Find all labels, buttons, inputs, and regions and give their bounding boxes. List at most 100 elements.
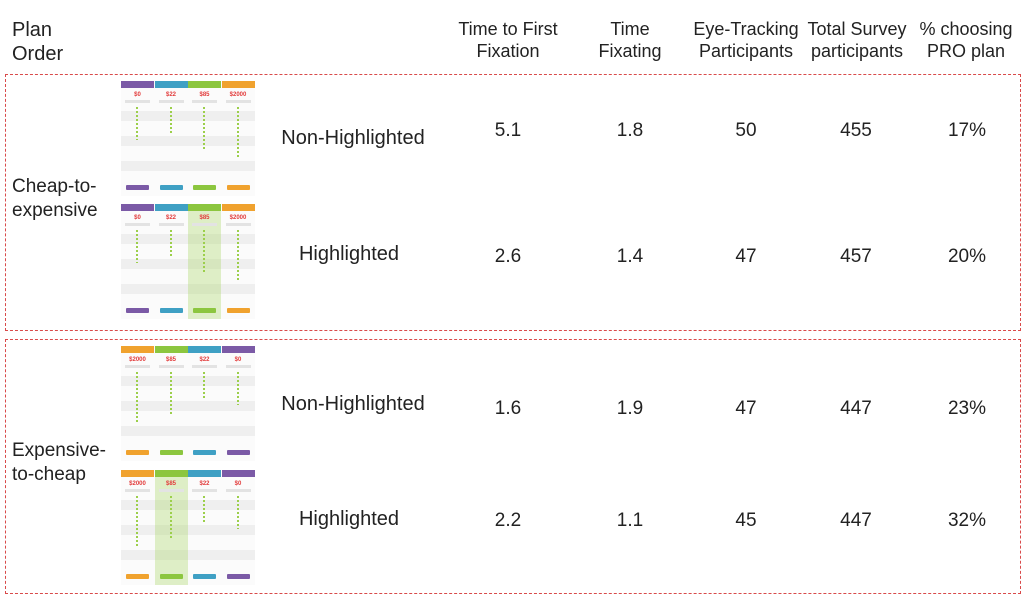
thumbnail-plan-column: $22 xyxy=(188,470,221,585)
thumbnail-price: $22 xyxy=(199,481,210,487)
thumbnail-cta-button xyxy=(126,308,149,313)
thumbnail-plan-column: $0 xyxy=(121,204,154,319)
thumbnail-plan-header xyxy=(154,470,188,477)
thumbnail-plan-header xyxy=(221,346,255,353)
fixating-value: 1.1 xyxy=(616,510,644,531)
thumbnail-row-band xyxy=(121,234,255,244)
fixating-value: 1.4 xyxy=(616,246,644,267)
survey-value: 455 xyxy=(840,120,872,141)
thumbnail-price: $22 xyxy=(199,357,210,363)
thumbnail-plan-column: $85 xyxy=(188,81,221,196)
pct-pro-value: 23% xyxy=(947,398,987,419)
thumbnail-price: $85 xyxy=(165,357,176,363)
pricing-thumbnail-highlighted: $0 $22 $85 $2000 xyxy=(121,204,255,319)
thumbnail-subtitle-line xyxy=(125,489,150,492)
thumbnail-cta-button xyxy=(159,308,183,313)
pricing-thumbnail-non-highlighted: $0 $22 $85 $2000 xyxy=(121,81,255,196)
fixating-value: 1.8 xyxy=(616,120,644,141)
thumbnail-row-band xyxy=(121,161,255,171)
thumbnail-feature-stripe xyxy=(169,496,172,538)
fixating-value: 1.9 xyxy=(616,398,644,419)
survey-value: 447 xyxy=(840,398,872,419)
ttff-value: 1.6 xyxy=(494,398,522,419)
thumbnail-row-band xyxy=(121,550,255,560)
thumbnail-subtitle-line xyxy=(192,100,217,103)
thumbnail-subtitle-line xyxy=(225,100,251,103)
eye-tracking-header: Eye-Tracking Participants xyxy=(693,19,799,61)
thumbnail-plan-header xyxy=(121,81,154,88)
thumbnail-cta-button xyxy=(193,185,216,190)
group-label: Expensive- to-cheap xyxy=(12,440,106,485)
thumbnail-feature-stripe xyxy=(203,372,205,399)
thumbnail-plan-header xyxy=(188,470,221,477)
thumbnail-plan-column: $85 xyxy=(154,470,188,585)
thumbnail-feature-stripe xyxy=(169,372,172,414)
thumbnail-price: $85 xyxy=(199,215,210,221)
thumbnail-feature-stripe xyxy=(203,496,205,523)
thumbnail-feature-stripe xyxy=(136,230,138,263)
thumbnail-row-band xyxy=(121,111,255,121)
thumbnail-plan-column: $22 xyxy=(154,81,188,196)
thumbnail-subtitle-line xyxy=(225,365,251,368)
thumbnail-row-band xyxy=(121,376,255,386)
eye-tracking-value: 45 xyxy=(735,510,757,531)
thumbnail-subtitle-line xyxy=(158,489,184,492)
thumbnail-feature-stripe xyxy=(236,496,239,529)
variant-label: Non-Highlighted xyxy=(281,393,425,415)
time-fixating-header: Time Fixating xyxy=(598,19,662,61)
survey-value: 457 xyxy=(840,246,872,267)
thumbnail-row-band xyxy=(121,259,255,269)
ttff-value: 2.2 xyxy=(494,510,522,531)
group-label: Cheap-to- expensive xyxy=(12,176,98,221)
pct-pro-value: 32% xyxy=(947,510,987,531)
thumbnail-cta-button xyxy=(193,574,216,579)
thumbnail-plan-header xyxy=(221,204,255,211)
thumbnail-plan-header xyxy=(221,470,255,477)
thumbnail-cta-button xyxy=(193,450,216,455)
thumbnail-plan-header xyxy=(154,81,188,88)
thumbnail-plan-column: $85 xyxy=(188,204,221,319)
thumbnail-feature-stripe xyxy=(203,107,205,149)
ttff-value: 5.1 xyxy=(494,120,522,141)
plan-order-header: Plan Order xyxy=(12,19,64,65)
thumbnail-subtitle-line xyxy=(225,223,251,226)
thumbnail-subtitle-line xyxy=(192,365,217,368)
thumbnail-plan-column: $0 xyxy=(221,346,255,461)
thumbnail-price: $85 xyxy=(165,481,176,487)
thumbnail-plan-header xyxy=(221,81,255,88)
thumbnail-subtitle-line xyxy=(158,100,184,103)
thumbnail-plan-header xyxy=(188,81,221,88)
thumbnail-price: $2000 xyxy=(129,357,146,363)
ttff-header: Time to First Fixation xyxy=(458,19,558,61)
pct-pro-header: % choosing PRO plan xyxy=(919,19,1013,61)
pct-pro-value: 17% xyxy=(947,120,987,141)
variant-label: Highlighted xyxy=(298,243,400,265)
thumbnail-feature-stripe xyxy=(169,230,172,257)
group-cheap-to-expensive xyxy=(5,74,1021,331)
thumbnail-feature-stripe xyxy=(236,107,239,158)
thumbnail-subtitle-line xyxy=(125,100,150,103)
thumbnail-row-band xyxy=(121,500,255,510)
thumbnail-cta-button xyxy=(226,308,250,313)
thumbnail-plan-column: $22 xyxy=(154,204,188,319)
thumbnail-plan-header xyxy=(121,204,154,211)
survey-value: 447 xyxy=(840,510,872,531)
thumbnail-plan-header xyxy=(188,346,221,353)
thumbnail-cta-button xyxy=(126,185,149,190)
thumbnail-row-band xyxy=(121,401,255,411)
thumbnail-cta-button xyxy=(126,574,149,579)
thumbnail-price: $22 xyxy=(165,215,176,221)
thumbnail-subtitle-line xyxy=(192,223,217,226)
thumbnail-plan-header xyxy=(154,204,188,211)
thumbnail-subtitle-line xyxy=(158,223,184,226)
eye-tracking-value: 50 xyxy=(735,120,757,141)
thumbnail-cta-button xyxy=(159,450,183,455)
thumbnail-feature-stripe xyxy=(136,496,138,547)
thumbnail-plan-header xyxy=(154,346,188,353)
thumbnail-price: $0 xyxy=(234,357,242,363)
variant-label: Highlighted xyxy=(298,508,400,530)
thumbnail-feature-stripe xyxy=(169,107,172,134)
thumbnail-row-band xyxy=(121,525,255,535)
pricing-thumbnail-non-highlighted: $2000 $85 $22 $0 xyxy=(121,346,255,461)
thumbnail-subtitle-line xyxy=(125,223,150,226)
